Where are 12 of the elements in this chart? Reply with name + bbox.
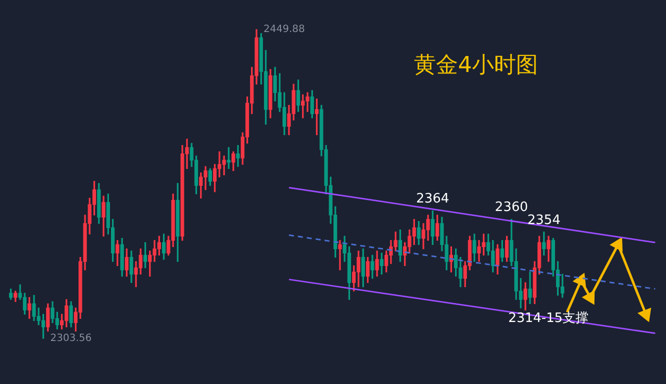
point [574,274,586,287]
point [610,238,623,251]
annotation: 2449.88 [264,24,305,36]
annotation: 2354 [527,212,560,228]
text: 黄金4小时图 [414,52,538,80]
candlestick [236,145,240,167]
annotation: 2364 [416,192,450,207]
annotation: 2303.56 [50,333,92,344]
candlestick [338,240,342,270]
point [638,308,651,322]
annotation: 2360 [494,200,528,216]
point [583,291,595,304]
